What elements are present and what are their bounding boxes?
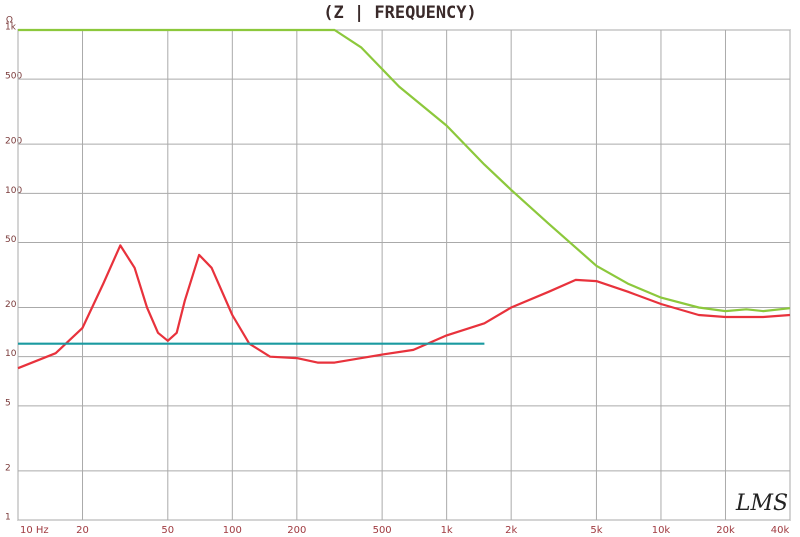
x-tick-label: 20 bbox=[76, 525, 89, 536]
y-unit: Ω bbox=[6, 16, 13, 26]
y-tick-label: 500 bbox=[5, 72, 22, 82]
y-tick-label: 100 bbox=[5, 186, 22, 196]
y-tick-label: 1k bbox=[5, 23, 17, 33]
y-tick-label: 20 bbox=[5, 300, 17, 310]
watermark: LMS bbox=[735, 491, 788, 516]
y-tick-label: 200 bbox=[5, 137, 22, 147]
x-tick-label: 10k bbox=[652, 525, 671, 536]
x-tick-label: 100 bbox=[223, 525, 242, 536]
x-tick-label: 2k bbox=[505, 525, 517, 536]
plot-area bbox=[17, 29, 791, 521]
x-tick-label: 1k bbox=[441, 525, 453, 536]
x-tick-label: 200 bbox=[287, 525, 306, 536]
x-tick-label: 20k bbox=[716, 525, 735, 536]
y-tick-label: 1 bbox=[5, 513, 11, 523]
y-tick-label: 2 bbox=[5, 463, 11, 473]
y-tick-label: 50 bbox=[5, 235, 17, 245]
x-tick-label: 50 bbox=[161, 525, 174, 536]
y-tick-label: 10 bbox=[5, 349, 17, 359]
y-tick-label: 5 bbox=[5, 398, 11, 408]
x-tick-label: 10 Hz bbox=[20, 525, 49, 536]
series-line bbox=[17, 244, 791, 370]
x-tick-label: 40k bbox=[771, 525, 790, 536]
chart-title: (Z | FREQUENCY) bbox=[323, 3, 477, 23]
x-tick-label: 5k bbox=[590, 525, 602, 536]
x-tick-label: 500 bbox=[373, 525, 392, 536]
series-line bbox=[18, 28, 791, 313]
